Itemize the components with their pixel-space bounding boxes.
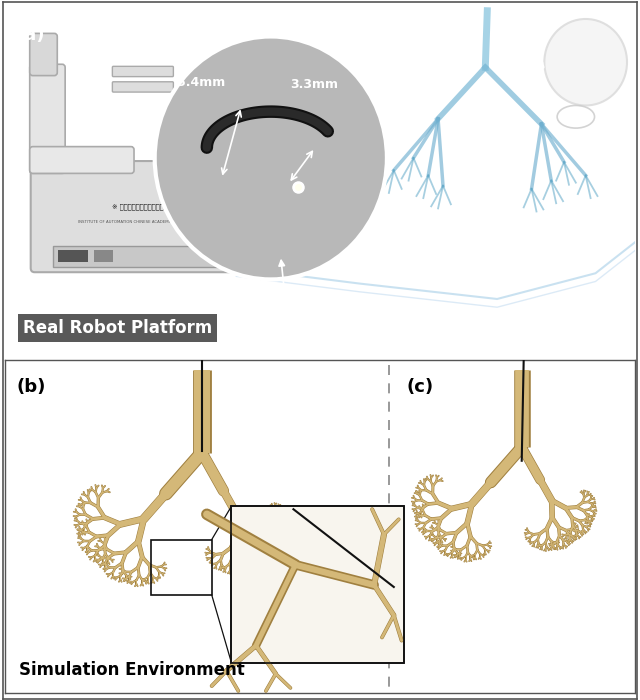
Text: ※ 中国科学院自动化研究所: ※ 中国科学院自动化研究所 [112,203,164,209]
Bar [232,506,404,663]
Bar [232,506,404,663]
FancyBboxPatch shape [29,34,57,76]
FancyBboxPatch shape [53,246,232,267]
FancyBboxPatch shape [113,66,173,76]
Bar [58,250,88,262]
FancyBboxPatch shape [29,64,65,174]
Bar [151,540,212,595]
FancyBboxPatch shape [31,161,245,272]
Bar [93,250,113,262]
FancyBboxPatch shape [113,82,173,92]
Text: INSTITUTE OF AUTOMATION CHINESE ACADEMY OF SCIENCES: INSTITUTE OF AUTOMATION CHINESE ACADEMY … [78,220,198,224]
Text: 5.4mm: 5.4mm [177,76,225,89]
Text: Simulation Environment: Simulation Environment [19,661,244,679]
Circle shape [545,19,627,106]
Text: (c): (c) [406,378,434,396]
FancyBboxPatch shape [29,146,134,174]
Text: standard biopsy tool: standard biopsy tool [225,300,353,314]
Text: (b): (b) [17,378,46,396]
Ellipse shape [155,36,387,279]
Text: 3.3mm: 3.3mm [291,78,339,91]
Text: (a): (a) [17,26,45,44]
Bar [232,506,404,663]
Text: Real Robot Platform: Real Robot Platform [23,319,212,337]
